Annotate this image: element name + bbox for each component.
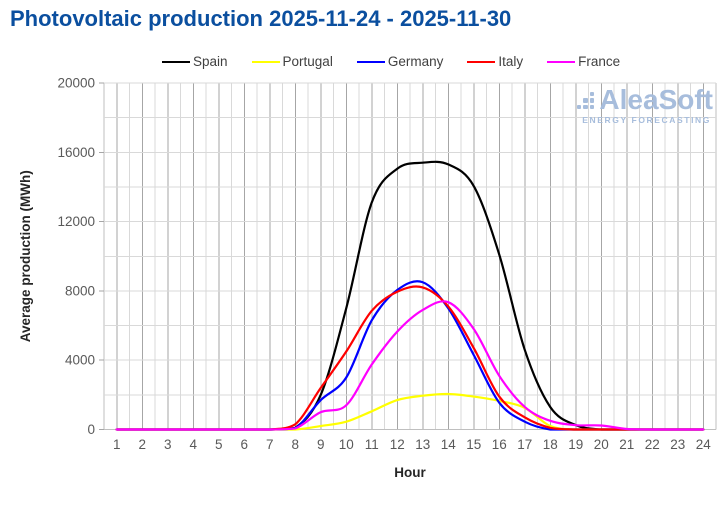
x-tick-label: 2 bbox=[138, 437, 146, 452]
x-tick-label: 7 bbox=[266, 437, 274, 452]
series-line-france bbox=[115, 300, 705, 431]
legend-label: Spain bbox=[193, 54, 228, 69]
x-tick-label: 18 bbox=[543, 437, 558, 452]
chart-title: Photovoltaic production 2025-11-24 - 202… bbox=[10, 6, 512, 31]
y-tick-label: 20000 bbox=[57, 76, 95, 91]
legend-line-swatch bbox=[162, 60, 190, 63]
y-tick-label: 4000 bbox=[65, 353, 95, 368]
legend-line-swatch bbox=[251, 60, 280, 63]
x-tick-label: 5 bbox=[215, 437, 223, 452]
x-axis-title: Hour bbox=[394, 465, 426, 480]
legend-label: Italy bbox=[498, 54, 524, 69]
legend-item-portugal[interactable]: Portugal bbox=[251, 54, 333, 69]
x-tick-label: 23 bbox=[670, 437, 685, 452]
legend-line-swatch bbox=[356, 60, 385, 63]
x-tick-label: 20 bbox=[594, 437, 609, 452]
x-tick-label: 4 bbox=[189, 437, 197, 452]
x-tick-label: 22 bbox=[645, 437, 660, 452]
x-tick-label: 13 bbox=[415, 437, 430, 452]
x-tick-label: 3 bbox=[164, 437, 172, 452]
legend-line-swatch bbox=[547, 60, 576, 63]
y-axis-title: Average production (MWh) bbox=[18, 170, 33, 342]
y-tick-label: 12000 bbox=[57, 214, 95, 229]
legend-item-italy[interactable]: Italy bbox=[467, 54, 523, 69]
x-tick-label: 24 bbox=[696, 437, 712, 452]
x-tick-label: 12 bbox=[390, 437, 405, 452]
x-tick-label: 6 bbox=[240, 437, 248, 452]
legend-label: France bbox=[578, 54, 621, 69]
y-tick-label: 0 bbox=[87, 422, 95, 437]
x-tick-label: 19 bbox=[568, 437, 583, 452]
x-tick-label: 8 bbox=[291, 437, 299, 452]
y-tick-label: 16000 bbox=[57, 145, 95, 160]
legend-item-france[interactable]: France bbox=[547, 54, 620, 69]
legend-item-spain[interactable]: Spain bbox=[162, 54, 228, 69]
legend: Spain Portugal Germany Italy France bbox=[162, 54, 620, 69]
x-tick-label: 16 bbox=[492, 437, 507, 452]
x-tick-label: 15 bbox=[466, 437, 481, 452]
y-tick-label: 8000 bbox=[65, 283, 95, 298]
legend-line-swatch bbox=[467, 60, 496, 63]
legend-label: Portugal bbox=[282, 54, 333, 69]
x-tick-label: 11 bbox=[365, 437, 379, 452]
x-tick-label: 1 bbox=[113, 437, 121, 452]
x-tick-label: 9 bbox=[317, 437, 325, 452]
x-tick-label: 10 bbox=[339, 437, 354, 452]
x-tick-label: 17 bbox=[517, 437, 532, 452]
legend-item-germany[interactable]: Germany bbox=[356, 54, 444, 69]
x-tick-label: 21 bbox=[619, 437, 634, 452]
legend-label: Germany bbox=[387, 54, 444, 69]
x-tick-label: 14 bbox=[441, 437, 457, 452]
